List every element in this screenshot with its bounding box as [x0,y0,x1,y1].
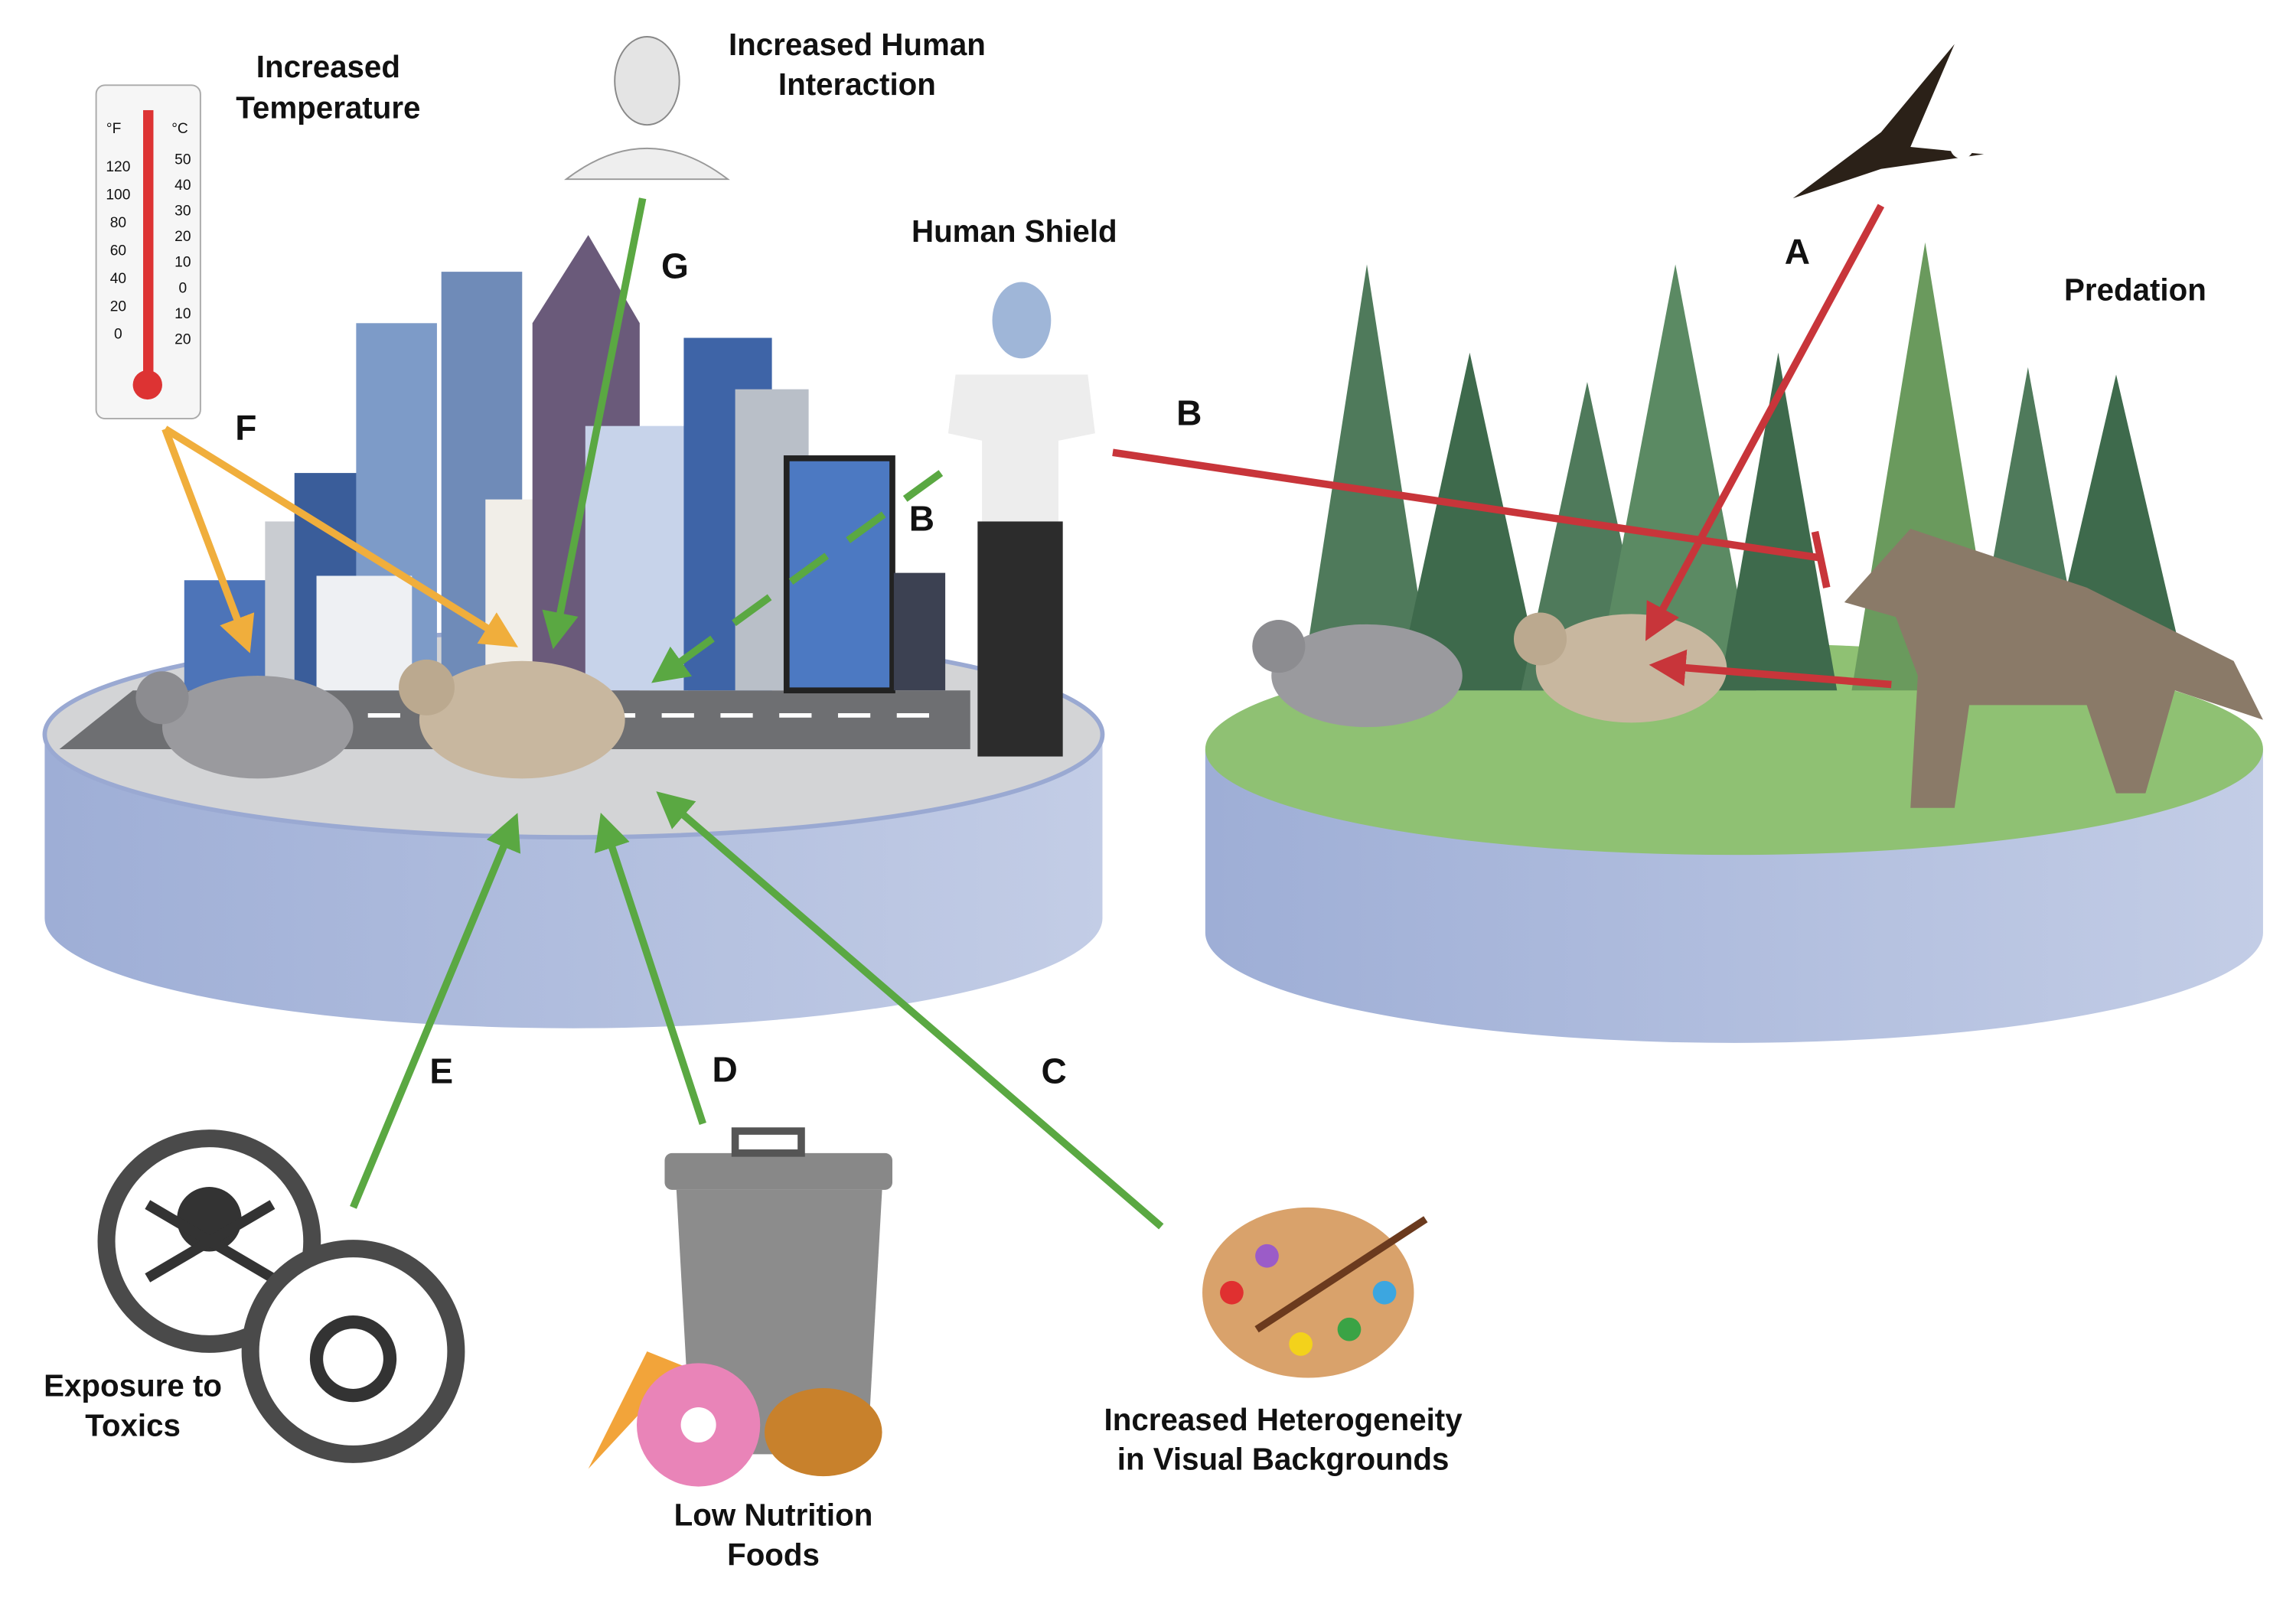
factor-label: Low Nutrition [674,1498,873,1533]
thermometer-scale: 40 [110,271,126,287]
thermometer-scale: 60 [110,243,126,259]
eagle-part [1950,135,1974,159]
arrows-part [656,791,1164,1230]
eagle-part [1792,44,1985,199]
paint-palette-part [1289,1332,1313,1356]
woman-portrait-part [564,147,730,181]
thermometer-scale: 10 [174,306,191,322]
paint-palette-part [1254,1216,1428,1333]
arrow-label: D [713,1049,738,1089]
thermometer-scale: 20 [174,229,191,245]
thermometer-scale: 40 [174,178,191,194]
woman-portrait [564,36,730,181]
arrows-part [1645,204,1885,641]
human-figure-part [947,374,1095,522]
trash-can-part [764,1387,882,1477]
toxics-icon [97,1129,465,1463]
arrows-part [1112,448,1823,562]
city-buildings-part [893,572,946,691]
raccoons-part [1535,614,1727,723]
raccoons-part [419,660,625,779]
arrows-part [163,425,518,647]
city-buildings-part [585,425,689,691]
toxics-icon-part [145,1200,276,1283]
thermometer-part [132,370,162,400]
factor-label: in Visual Backgrounds [1117,1442,1450,1477]
raccoons-part [399,659,455,715]
human-figure-part [977,521,1063,757]
paint-palette-part [1337,1317,1362,1341]
human-figure-part [992,282,1052,359]
raccoons [135,612,1727,779]
city-buildings [184,235,946,694]
thermometer-scale: 0 [179,280,188,296]
factor-label: Increased Heterogeneity [1104,1403,1463,1437]
factor-label: Human Shield [912,214,1117,249]
forest-trees-part [1396,352,1544,691]
thermometer-scale: 50 [174,152,191,168]
thermometer [95,84,201,420]
paint-palette-part [1220,1280,1244,1305]
factor-label: Foods [727,1537,820,1572]
raccoons-part [1513,612,1567,666]
arrow-label: E [429,1051,453,1090]
forest-trees-part [1719,352,1838,691]
arrows-part [595,812,706,1125]
human-figure [947,282,1095,757]
factor-label: Exposure to [44,1369,222,1403]
thermometer-unit: °C [171,121,188,137]
arrows-part [1649,649,1892,689]
wolf [1844,529,2263,808]
arrows-part [651,470,944,683]
woman-portrait-part [614,36,680,126]
thermometer-scale: 80 [110,215,126,231]
paint-palette-part [1255,1244,1279,1268]
forest-trees-part [1300,264,1433,691]
thermometer-scale: 0 [114,327,122,343]
arrow-label: C [1042,1051,1067,1090]
wolf-part [1844,529,2263,808]
thermometer-scale: 30 [174,203,191,219]
toxics-icon-part [309,1315,397,1403]
city-buildings-part [316,575,413,691]
paint-palette [1202,1207,1428,1378]
arrow-label: B [1176,393,1202,432]
factor-label: Toxics [85,1408,181,1442]
arrow-label: G [661,246,689,285]
factor-label: Increased [256,50,400,84]
arrows-part [542,197,647,650]
raccoons-part [161,675,354,779]
trash-can-part [664,1152,892,1190]
trash-can-part [680,1407,716,1443]
arrows-part [161,427,255,654]
thermometer-scale: 10 [174,255,191,271]
thermometer-part [143,109,154,375]
trash-can [588,1127,892,1487]
arrow-label: A [1785,231,1810,271]
thermometer-unit: °F [106,121,121,137]
thermometer-scale: 100 [106,187,130,203]
factor-label: Interaction [778,67,936,102]
arrows-part [1811,530,1831,588]
arrow-label: B [909,499,934,539]
toxics-icon-part [241,1240,465,1463]
thermometer-scale: 20 [174,331,191,347]
factor-label: Increased Human [729,28,986,62]
arrow-label: F [235,408,256,448]
raccoons-part [135,671,189,725]
factor-label: Temperature [236,91,420,125]
raccoons-part [1252,620,1306,673]
thermometer-scale: 20 [110,298,126,315]
eagle [1792,44,1985,199]
factor-label: Predation [2064,273,2206,308]
arrows-part [350,813,521,1209]
raccoons-part [1271,624,1463,728]
trash-can-part [731,1127,805,1157]
paint-palette-part [1372,1280,1397,1305]
thermometer-scale: 120 [106,159,130,175]
arrows [161,197,1892,1230]
forest-trees-part [1594,264,1756,691]
